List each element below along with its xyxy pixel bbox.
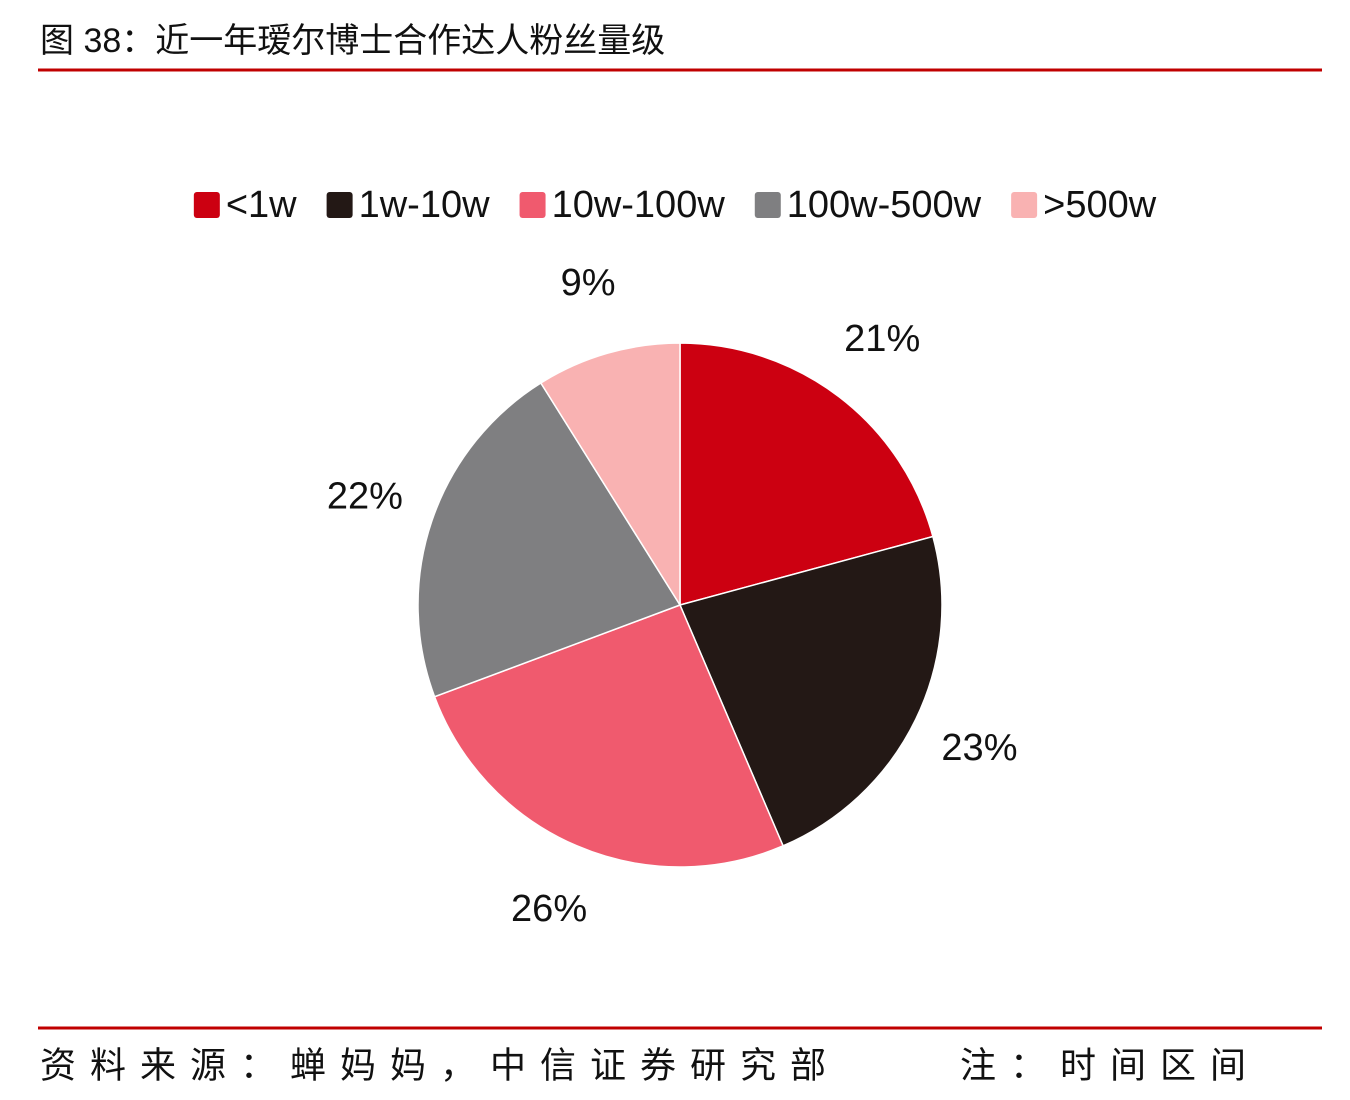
data-label: 9% — [561, 262, 616, 304]
source-note: 资料来源：蝉妈妈，中信证券研究部 — [40, 1045, 840, 1086]
pie-slice — [679, 342, 934, 606]
legend-swatch — [1011, 192, 1038, 218]
legend-swatch — [754, 192, 781, 218]
data-label: 22% — [327, 475, 403, 517]
legend-label: 1w-10w — [359, 184, 490, 226]
pie-slice — [433, 604, 785, 868]
chart-title: 图 38：近一年瑷尔博士合作达人粉丝量级 — [40, 22, 665, 60]
pie-slice — [539, 342, 681, 608]
legend-swatch — [326, 192, 353, 218]
legend-label: 100w-500w — [787, 184, 982, 226]
data-label: 21% — [844, 318, 920, 360]
pie-slice — [417, 381, 682, 698]
legend-swatch — [193, 192, 220, 218]
legend-label: 10w-100w — [552, 184, 726, 226]
legend-swatch — [519, 192, 546, 218]
footnote: 注：时间区间 — [960, 1045, 1260, 1086]
legend: <1w 1w-10w 10w-100w 100w-500w >500w — [193, 184, 1157, 226]
data-label: 26% — [511, 888, 587, 930]
data-label: 23% — [941, 727, 1017, 769]
legend-label: >500w — [1043, 184, 1157, 226]
pie-slice — [678, 535, 943, 847]
legend-label: <1w — [226, 184, 297, 226]
